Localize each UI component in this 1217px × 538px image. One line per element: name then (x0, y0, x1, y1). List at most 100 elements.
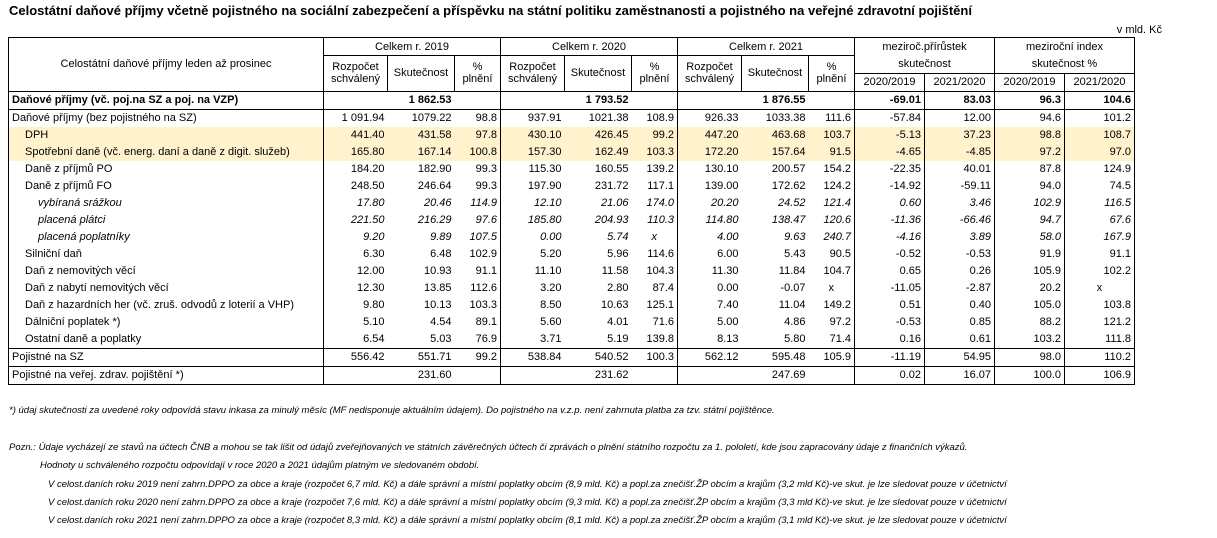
cell-value: 5.80 (784, 333, 806, 345)
cell-value: 12.30 (356, 282, 385, 294)
table-row: placená plátci 221.50 216.29 97.6 185.80 204.… (8, 211, 1135, 229)
cell-value: 110.2 (1064, 347, 1135, 366)
note-line: V celost.daních roku 2019 není zahrn.DPP… (48, 479, 1007, 490)
row-label: Daň z hazardních her (vč. zruš. odvodů z… (8, 296, 324, 314)
cell-value: 0.85 (924, 313, 995, 331)
header-period-p2020: 2020/2019 (994, 72, 1065, 92)
cell-value: 103.3 (631, 143, 678, 161)
cell-value: 4.54 (430, 316, 452, 328)
table-header: Celostátní daňové příjmy leden až prosin… (8, 37, 1135, 92)
cell-value: 6.30 (363, 248, 385, 260)
cell-value: 0.60 (854, 194, 925, 212)
cell-value: 108.9 (631, 108, 678, 127)
cell-value: 204.93 (594, 214, 629, 226)
cell-value: 20.20 (710, 197, 739, 209)
cell-value: 551.71 (387, 347, 455, 366)
cell-value: 103.8 (1064, 296, 1135, 314)
cell-value: -5.13 (854, 126, 925, 144)
cell-value: 11.04 (778, 299, 806, 311)
cell-value: 88.2 (994, 313, 1065, 331)
cell-value: 5.03 (430, 333, 452, 345)
cell-value: 96.3 (994, 91, 1065, 109)
cell-value: 5.43 (784, 248, 806, 260)
cell-value: 160.55 (594, 163, 629, 175)
cell-value: 114.6 (631, 245, 678, 263)
cell-value: 430.10 (500, 126, 565, 144)
cell-value: 99.3 (454, 177, 501, 195)
cell-value: 83.03 (924, 91, 995, 109)
header-index-sub: skutečnost % (994, 55, 1135, 74)
cell-value: 138.47 (771, 214, 806, 226)
cell-value: 1 862.53 (408, 94, 452, 106)
cell-value: 97.2 (994, 143, 1065, 161)
cell-value: 114.80 (705, 214, 739, 226)
row-label: vybíraná srážkou (8, 194, 324, 212)
row-label: Ostatní daně a poplatky (8, 330, 324, 348)
cell-value: 426.45 (564, 126, 632, 144)
cell-value: 91.1 (454, 262, 501, 280)
cell-value (324, 91, 388, 109)
header-pct-2019: % plnění (454, 55, 501, 92)
cell-value: 90.5 (808, 245, 855, 263)
cell-value: 4.86 (784, 316, 806, 328)
cell-value: 172.20 (677, 143, 742, 161)
cell-value: -14.92 (854, 177, 925, 195)
cell-value: 8.13 (717, 333, 739, 345)
cell-value: 121.2 (1064, 313, 1135, 331)
cell-value: 165.80 (323, 143, 388, 161)
cell-value: 104.3 (631, 262, 678, 280)
cell-value: 20.2 (994, 279, 1065, 297)
cell-value: 9.89 (430, 231, 452, 243)
row-label-header: Celostátní daňové příjmy leden až prosin… (8, 37, 324, 92)
cell-value: 24.52 (777, 197, 806, 209)
header-period-p2021: 2021/2020 (924, 72, 995, 92)
cell-value: 105.9 (808, 347, 855, 366)
cell-value: 100.8 (454, 143, 501, 161)
cell-value: -69.01 (854, 91, 925, 109)
table-row: Daně z příjmů PO 184.20 182.90 99.3 115.30 16… (8, 160, 1135, 178)
cell-value: 101.2 (1064, 108, 1135, 127)
cell-value: 54.95 (924, 347, 995, 366)
header-pct-2021: % plnění (808, 55, 855, 92)
cell-value: 12.10 (533, 197, 562, 209)
cell-value: 5.00 (717, 316, 739, 328)
cell-value: 71.4 (808, 330, 855, 348)
cell-value: 105.9 (994, 262, 1065, 280)
cell-value: 6.54 (363, 333, 385, 345)
cell-value: 10.63 (600, 299, 629, 311)
cell-value: 1021.38 (564, 108, 632, 127)
cell-value: 540.52 (564, 347, 632, 366)
table-row: Daň z hazardních her (vč. zruš. odvodů z… (8, 296, 1135, 314)
header-budget-2019: Rozpočet schválený (323, 55, 388, 92)
cell-value: 167.14 (387, 143, 455, 161)
cell-value: 5.74 (607, 231, 629, 243)
cell-value: 0.40 (924, 296, 995, 314)
cell-value: 182.90 (417, 163, 452, 175)
cell-value: 11.58 (601, 265, 629, 277)
header-pct-line2: plnění (462, 73, 493, 86)
cell-value: 231.60 (387, 365, 455, 385)
cell-value: 0.51 (854, 296, 925, 314)
cell-value: 40.01 (924, 160, 995, 178)
cell-value: -0.53 (854, 313, 925, 331)
cell-value: 216.29 (417, 214, 452, 226)
cell-value: -0.52 (854, 245, 925, 263)
cell-value: 11.84 (778, 265, 806, 277)
cell-value: 174.0 (631, 194, 678, 212)
cell-value: 91.5 (808, 143, 855, 161)
cell-value: 103.3 (454, 296, 501, 314)
cell-value: 110.3 (631, 211, 678, 229)
cell-value: 111.6 (808, 108, 855, 127)
header-increase-sub: skutečnost (854, 55, 995, 74)
header-pct-line1: % (472, 61, 483, 74)
header-2021: Celkem r. 2021 (677, 37, 855, 56)
cell-value: 1 091.94 (323, 108, 388, 127)
cell-value: 10.93 (423, 265, 452, 277)
cell-value: 9.80 (363, 299, 385, 311)
cell-value: 595.48 (741, 347, 809, 366)
cell-value: 97.8 (454, 126, 501, 144)
cell-value: 108.7 (1064, 126, 1135, 144)
cell-value: 102.9 (454, 245, 501, 263)
cell-value: 71.6 (631, 313, 678, 331)
cell-value: 139.8 (631, 330, 678, 348)
